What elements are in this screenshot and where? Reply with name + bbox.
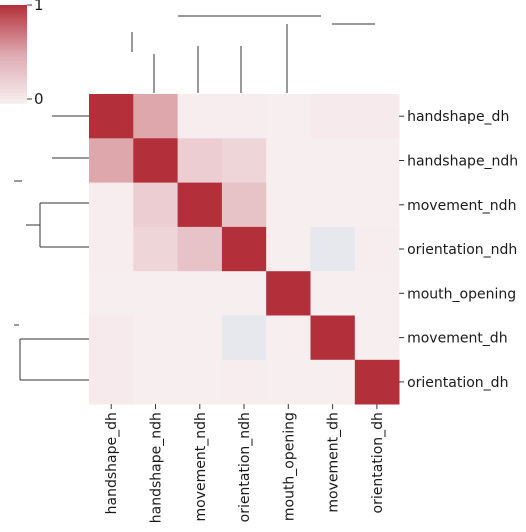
- heatmap-cell-mouth_opening-orientation_dh: [354, 271, 400, 316]
- heatmap-cell-handshape_ndh-mouth_opening: [266, 138, 311, 183]
- column-label-handshape_dh: handshape_dh: [104, 412, 120, 514]
- row-dendro-link-movement-orientation-dh: [19, 338, 90, 381]
- heatmap-cell-handshape_ndh-orientation_ndh: [221, 138, 267, 183]
- column-label-handshape_ndh: handshape_ndh: [149, 412, 165, 523]
- colorbar-tick-label-max: 1: [34, 0, 44, 14]
- heatmap-cell-orientation_dh-handshape_dh: [89, 359, 134, 405]
- heatmap-cell-handshape_ndh-movement_ndh: [177, 138, 223, 183]
- heatmap-cells: [89, 94, 400, 405]
- heatmap-cell-handshape_ndh-handshape_ndh: [133, 138, 178, 183]
- heatmap-cell-movement_dh-orientation_dh: [354, 315, 400, 361]
- row-label-handshape_dh: handshape_dh: [407, 109, 509, 125]
- heatmap-cell-orientation_dh-movement_dh: [310, 359, 356, 405]
- heatmap-cell-handshape_dh-handshape_ndh: [133, 94, 178, 139]
- row-label-orientation_ndh: orientation_ndh: [407, 242, 517, 258]
- heatmap-cell-orientation_dh-mouth_opening: [266, 359, 311, 405]
- heatmap-cell-movement_ndh-movement_ndh: [177, 182, 223, 228]
- column-label-orientation_ndh: orientation_ndh: [237, 412, 253, 522]
- heatmap-cell-orientation_dh-orientation_ndh: [221, 359, 267, 405]
- column-dendrogram: [131, 15, 375, 93]
- heatmap-cell-mouth_opening-mouth_opening: [266, 271, 311, 316]
- column-tick-marks: [110, 404, 378, 410]
- heatmap-cell-mouth_opening-movement_ndh: [177, 271, 223, 316]
- row-label-handshape_ndh: handshape_ndh: [407, 154, 518, 170]
- heatmap-cell-handshape_dh-movement_ndh: [177, 94, 223, 139]
- heatmap-cell-movement_dh-movement_dh: [310, 315, 356, 361]
- heatmap-cell-orientation_dh-orientation_dh: [354, 359, 400, 405]
- heatmap-cell-handshape_dh-movement_dh: [310, 94, 356, 139]
- colorbar-tick-label-min: 0: [34, 90, 44, 108]
- column-labels: handshape_dh handshape_ndh movement_ndh ori…: [104, 412, 386, 523]
- column-label-movement_dh: movement_dh: [326, 412, 342, 512]
- column-label-movement_ndh: movement_ndh: [193, 412, 209, 521]
- heatmap-cell-orientation_dh-handshape_ndh: [133, 359, 178, 405]
- heatmap-cell-orientation_dh-movement_ndh: [177, 359, 223, 405]
- heatmap-cell-orientation_ndh-mouth_opening: [266, 226, 311, 272]
- heatmap-cell-handshape_dh-orientation_dh: [354, 94, 400, 139]
- heatmap-cell-orientation_ndh-movement_ndh: [177, 226, 223, 272]
- heatmap-cell-handshape_dh-handshape_dh: [89, 94, 134, 139]
- heatmap-cell-mouth_opening-orientation_ndh: [221, 271, 267, 316]
- column-label-orientation_dh: orientation_dh: [370, 412, 386, 513]
- heatmap-cell-movement_dh-orientation_ndh: [221, 315, 267, 361]
- row-labels: handshape_dh handshape_ndh movement_ndhori…: [407, 109, 518, 391]
- colorbar: 1 0: [0, 0, 44, 108]
- row-tick-marks: [399, 115, 405, 383]
- row-label-orientation_dh: orientation_dh: [407, 375, 508, 391]
- heatmap-cell-mouth_opening-handshape_dh: [89, 271, 134, 316]
- row-label-movement_dh: movement_dh: [407, 331, 507, 347]
- row-label-movement_ndh: movement_ndh: [407, 198, 516, 214]
- colorbar-gradient: [0, 5, 27, 104]
- heatmap-cell-movement_dh-handshape_ndh: [133, 315, 178, 361]
- heatmap-cell-movement_ndh-mouth_opening: [266, 182, 311, 228]
- column-label-mouth_opening: mouth_opening: [281, 412, 297, 521]
- heatmap-cell-orientation_ndh-handshape_dh: [89, 226, 134, 272]
- heatmap-cell-movement_dh-mouth_opening: [266, 315, 311, 361]
- heatmap-cell-movement_dh-handshape_dh: [89, 315, 134, 361]
- heatmap-cell-handshape_ndh-movement_dh: [310, 138, 356, 183]
- heatmap-cell-handshape_ndh-handshape_dh: [89, 138, 134, 183]
- heatmap-cell-orientation_ndh-orientation_dh: [354, 226, 400, 272]
- heatmap-cell-handshape_ndh-orientation_dh: [354, 138, 400, 183]
- heatmap-cell-orientation_ndh-orientation_ndh: [221, 226, 267, 272]
- row-dendrogram: [14, 115, 90, 381]
- heatmap-cell-movement_ndh-orientation_ndh: [221, 182, 267, 228]
- heatmap-cell-orientation_ndh-movement_dh: [310, 226, 356, 272]
- row-label-mouth_opening: mouth_opening: [407, 286, 516, 302]
- heatmap-cell-mouth_opening-movement_dh: [310, 271, 356, 316]
- heatmap-cell-orientation_ndh-handshape_ndh: [133, 226, 178, 272]
- heatmap-cell-handshape_dh-mouth_opening: [266, 94, 311, 139]
- heatmap-cell-movement_ndh-orientation_dh: [354, 182, 400, 228]
- heatmap-cell-movement_ndh-handshape_dh: [89, 182, 134, 228]
- heatmap-cell-mouth_opening-handshape_ndh: [133, 271, 178, 316]
- row-dendro-link-movement-orientation-ndh: [26, 202, 90, 248]
- heatmap-cell-movement_dh-movement_ndh: [177, 315, 223, 361]
- heatmap-cell-handshape_dh-orientation_ndh: [221, 94, 267, 139]
- heatmap-cell-movement_ndh-handshape_ndh: [133, 182, 178, 228]
- heatmap-cell-movement_ndh-movement_dh: [310, 182, 356, 228]
